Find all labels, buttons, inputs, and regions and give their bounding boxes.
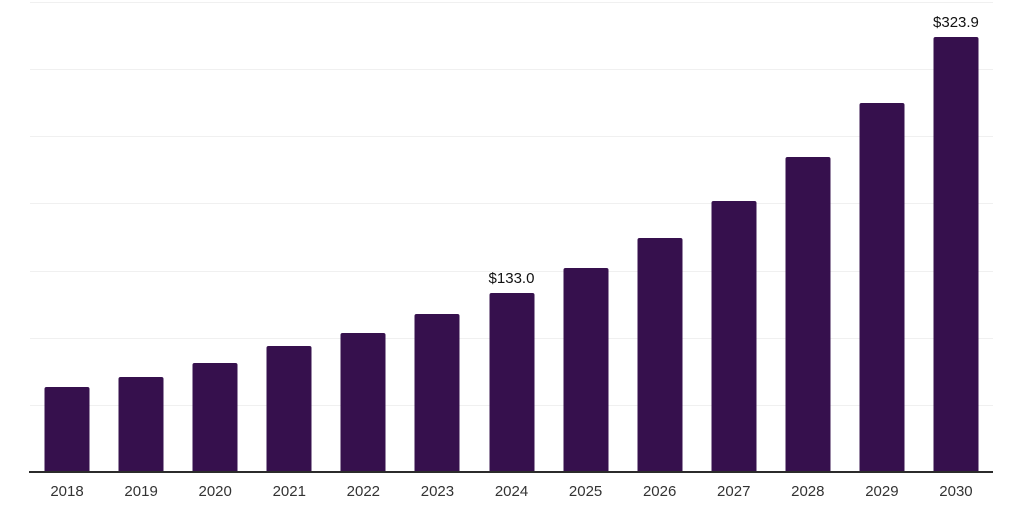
bar [44,386,90,472]
gridline [30,203,993,205]
x-tick-label: 2028 [791,483,825,500]
bar [266,345,312,472]
bar-value-label: $133.0 [488,270,535,288]
x-tick-label: 2026 [642,483,677,500]
x-tick-label: 2021 [272,483,306,500]
plot-area: 2018 2019 2020 2021 2022 2023 $133.0 2024 2025 20… [30,0,993,512]
x-tick-label: 2023 [420,483,455,500]
bar [192,362,238,472]
bar-group: 2027 [697,0,771,512]
x-tick-label: 2019 [124,483,158,500]
bar-group: $323.9 2030 [919,0,993,512]
gridline [30,69,993,71]
bar-value-label: $323.9 [933,14,979,32]
bar-group: 2022 [326,0,400,512]
bar [637,238,683,472]
bar-group: 2028 [771,0,845,512]
bar-group: 2021 [252,0,326,512]
bar [785,156,831,472]
x-tick-label: 2018 [50,483,84,500]
bar [563,268,609,472]
bar-group: 2019 [104,0,178,512]
x-tick-label: 2022 [346,483,381,500]
bar [489,293,534,472]
bar-group: 2023 [400,0,474,512]
gridline [30,2,993,3]
bar [340,333,386,472]
bar-group: $133.0 2024 [474,0,548,512]
gridline [30,136,993,138]
x-tick-label: 2025 [568,483,603,500]
bar-group: 2025 [549,0,623,512]
x-tick-label: 2029 [865,483,899,500]
bar-group: 2026 [623,0,697,512]
x-tick-label: 2027 [717,483,751,500]
x-tick-label: 2024 [494,483,529,500]
bar [933,37,979,472]
x-tick-label: 2030 [939,483,973,500]
x-axis-line [29,471,993,473]
bar [711,200,757,472]
x-tick-label: 2020 [198,483,232,500]
bar-group: 2018 [30,0,104,512]
bar [859,102,905,472]
bar [118,376,164,472]
gridline [30,270,993,272]
bar [414,314,460,472]
bar-group: 2020 [178,0,252,512]
bar-group: 2029 [845,0,919,512]
